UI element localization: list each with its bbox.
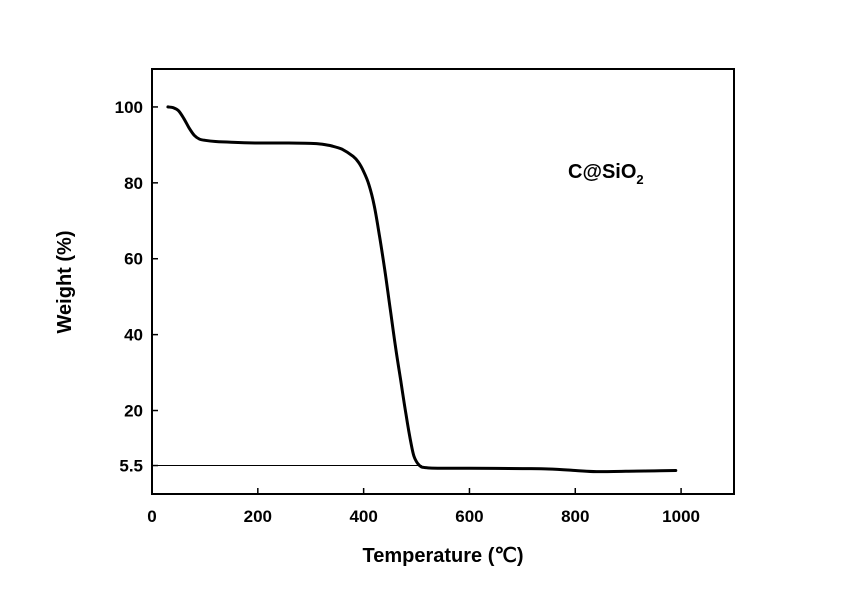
annotation-main: C@SiO <box>568 161 636 183</box>
sample-annotation: C@SiO2 <box>568 161 644 187</box>
annotation-subscript: 2 <box>636 172 643 187</box>
plot-frame <box>151 68 735 495</box>
x-tick-label: 200 <box>244 507 272 526</box>
x-tick-label: 0 <box>147 507 156 526</box>
y-tick-label: 5.5 <box>119 457 143 476</box>
y-tick-label: 80 <box>124 174 143 193</box>
x-axis-title: Temperature (℃) <box>362 545 523 567</box>
y-tick-label: 60 <box>124 250 143 269</box>
y-axis-title: Weight (%) <box>54 231 76 334</box>
tga-weight-curve <box>166 105 678 474</box>
y-tick-label: 100 <box>115 98 143 117</box>
x-axis-ticks: 0 200 400 600 800 1000 <box>147 488 700 526</box>
x-tick-label: 600 <box>455 507 483 526</box>
x-tick-label: 1000 <box>662 507 700 526</box>
x-tick-label: 400 <box>349 507 377 526</box>
y-axis-ticks: 5.5 20 40 60 80 100 <box>115 98 158 476</box>
y-tick-label: 40 <box>124 326 143 345</box>
series-layer <box>166 105 678 474</box>
y-tick-label: 20 <box>124 402 143 421</box>
x-tick-label: 800 <box>561 507 589 526</box>
